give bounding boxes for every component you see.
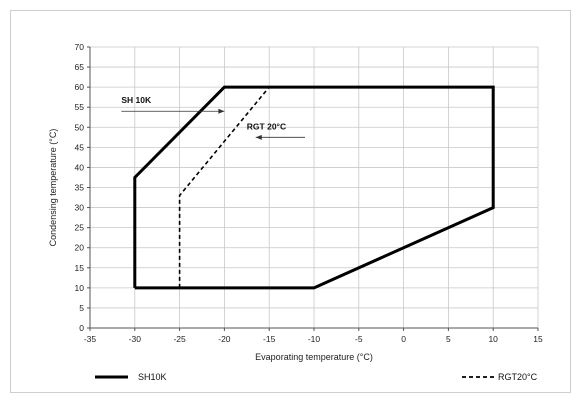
grid-layer — [89, 46, 539, 329]
x-tick-label: 15 — [533, 334, 543, 344]
y-tick-label: 5 — [79, 303, 84, 313]
annotation-arrowhead — [218, 108, 225, 114]
chart-frame — [10, 10, 571, 393]
x-tick-label: 5 — [446, 334, 451, 344]
legend-layer: SH10K RGT20°C — [95, 372, 538, 382]
y-tick-label: 55 — [75, 102, 85, 112]
y-tick-label: 35 — [75, 183, 85, 193]
x-tick-label: -25 — [173, 334, 186, 344]
annotation-layer: SH 10K RGT 20°C — [121, 95, 306, 140]
y-axis-title: Condensing temperature (°C) — [48, 129, 58, 247]
annotation-arrowhead — [255, 134, 262, 140]
x-tick-label: 10 — [488, 334, 498, 344]
x-tick-label: -10 — [308, 334, 321, 344]
axis-layer: -35 -30 -25 -20 -15 -10 -5 0 5 10 15 0 5 10 15 20 25 30 35… — [48, 42, 543, 362]
series-line-rgt20-c — [178, 86, 270, 288]
series-line-sh10k — [133, 85, 495, 290]
series-layer — [133, 85, 495, 290]
y-tick-label: 50 — [75, 122, 85, 132]
legend-label: RGT20°C — [498, 372, 538, 382]
y-tick-label: 70 — [75, 42, 85, 52]
annotation-label: RGT 20°C — [247, 121, 286, 131]
legend-label: SH10K — [138, 372, 167, 382]
y-tick-label: 10 — [75, 283, 85, 293]
x-tick-label: 0 — [401, 334, 406, 344]
y-tick-label: 15 — [75, 263, 85, 273]
x-tick-label: -15 — [263, 334, 276, 344]
x-tick-label: -35 — [84, 334, 97, 344]
y-tick-label: 30 — [75, 203, 85, 213]
x-tick-label: -5 — [355, 334, 363, 344]
y-tick-label: 45 — [75, 142, 85, 152]
annotation-label: SH 10K — [121, 95, 152, 105]
y-tick-label: 20 — [75, 243, 85, 253]
x-axis-title: Evaporating temperature (°C) — [255, 352, 373, 362]
x-tick-label: -20 — [218, 334, 231, 344]
y-tick-label: 25 — [75, 223, 85, 233]
y-tick-label: 60 — [75, 82, 85, 92]
x-tick-label: -30 — [129, 334, 142, 344]
y-tick-label: 65 — [75, 62, 85, 72]
y-tick-label: 0 — [79, 323, 84, 333]
y-tick-label: 40 — [75, 162, 85, 172]
